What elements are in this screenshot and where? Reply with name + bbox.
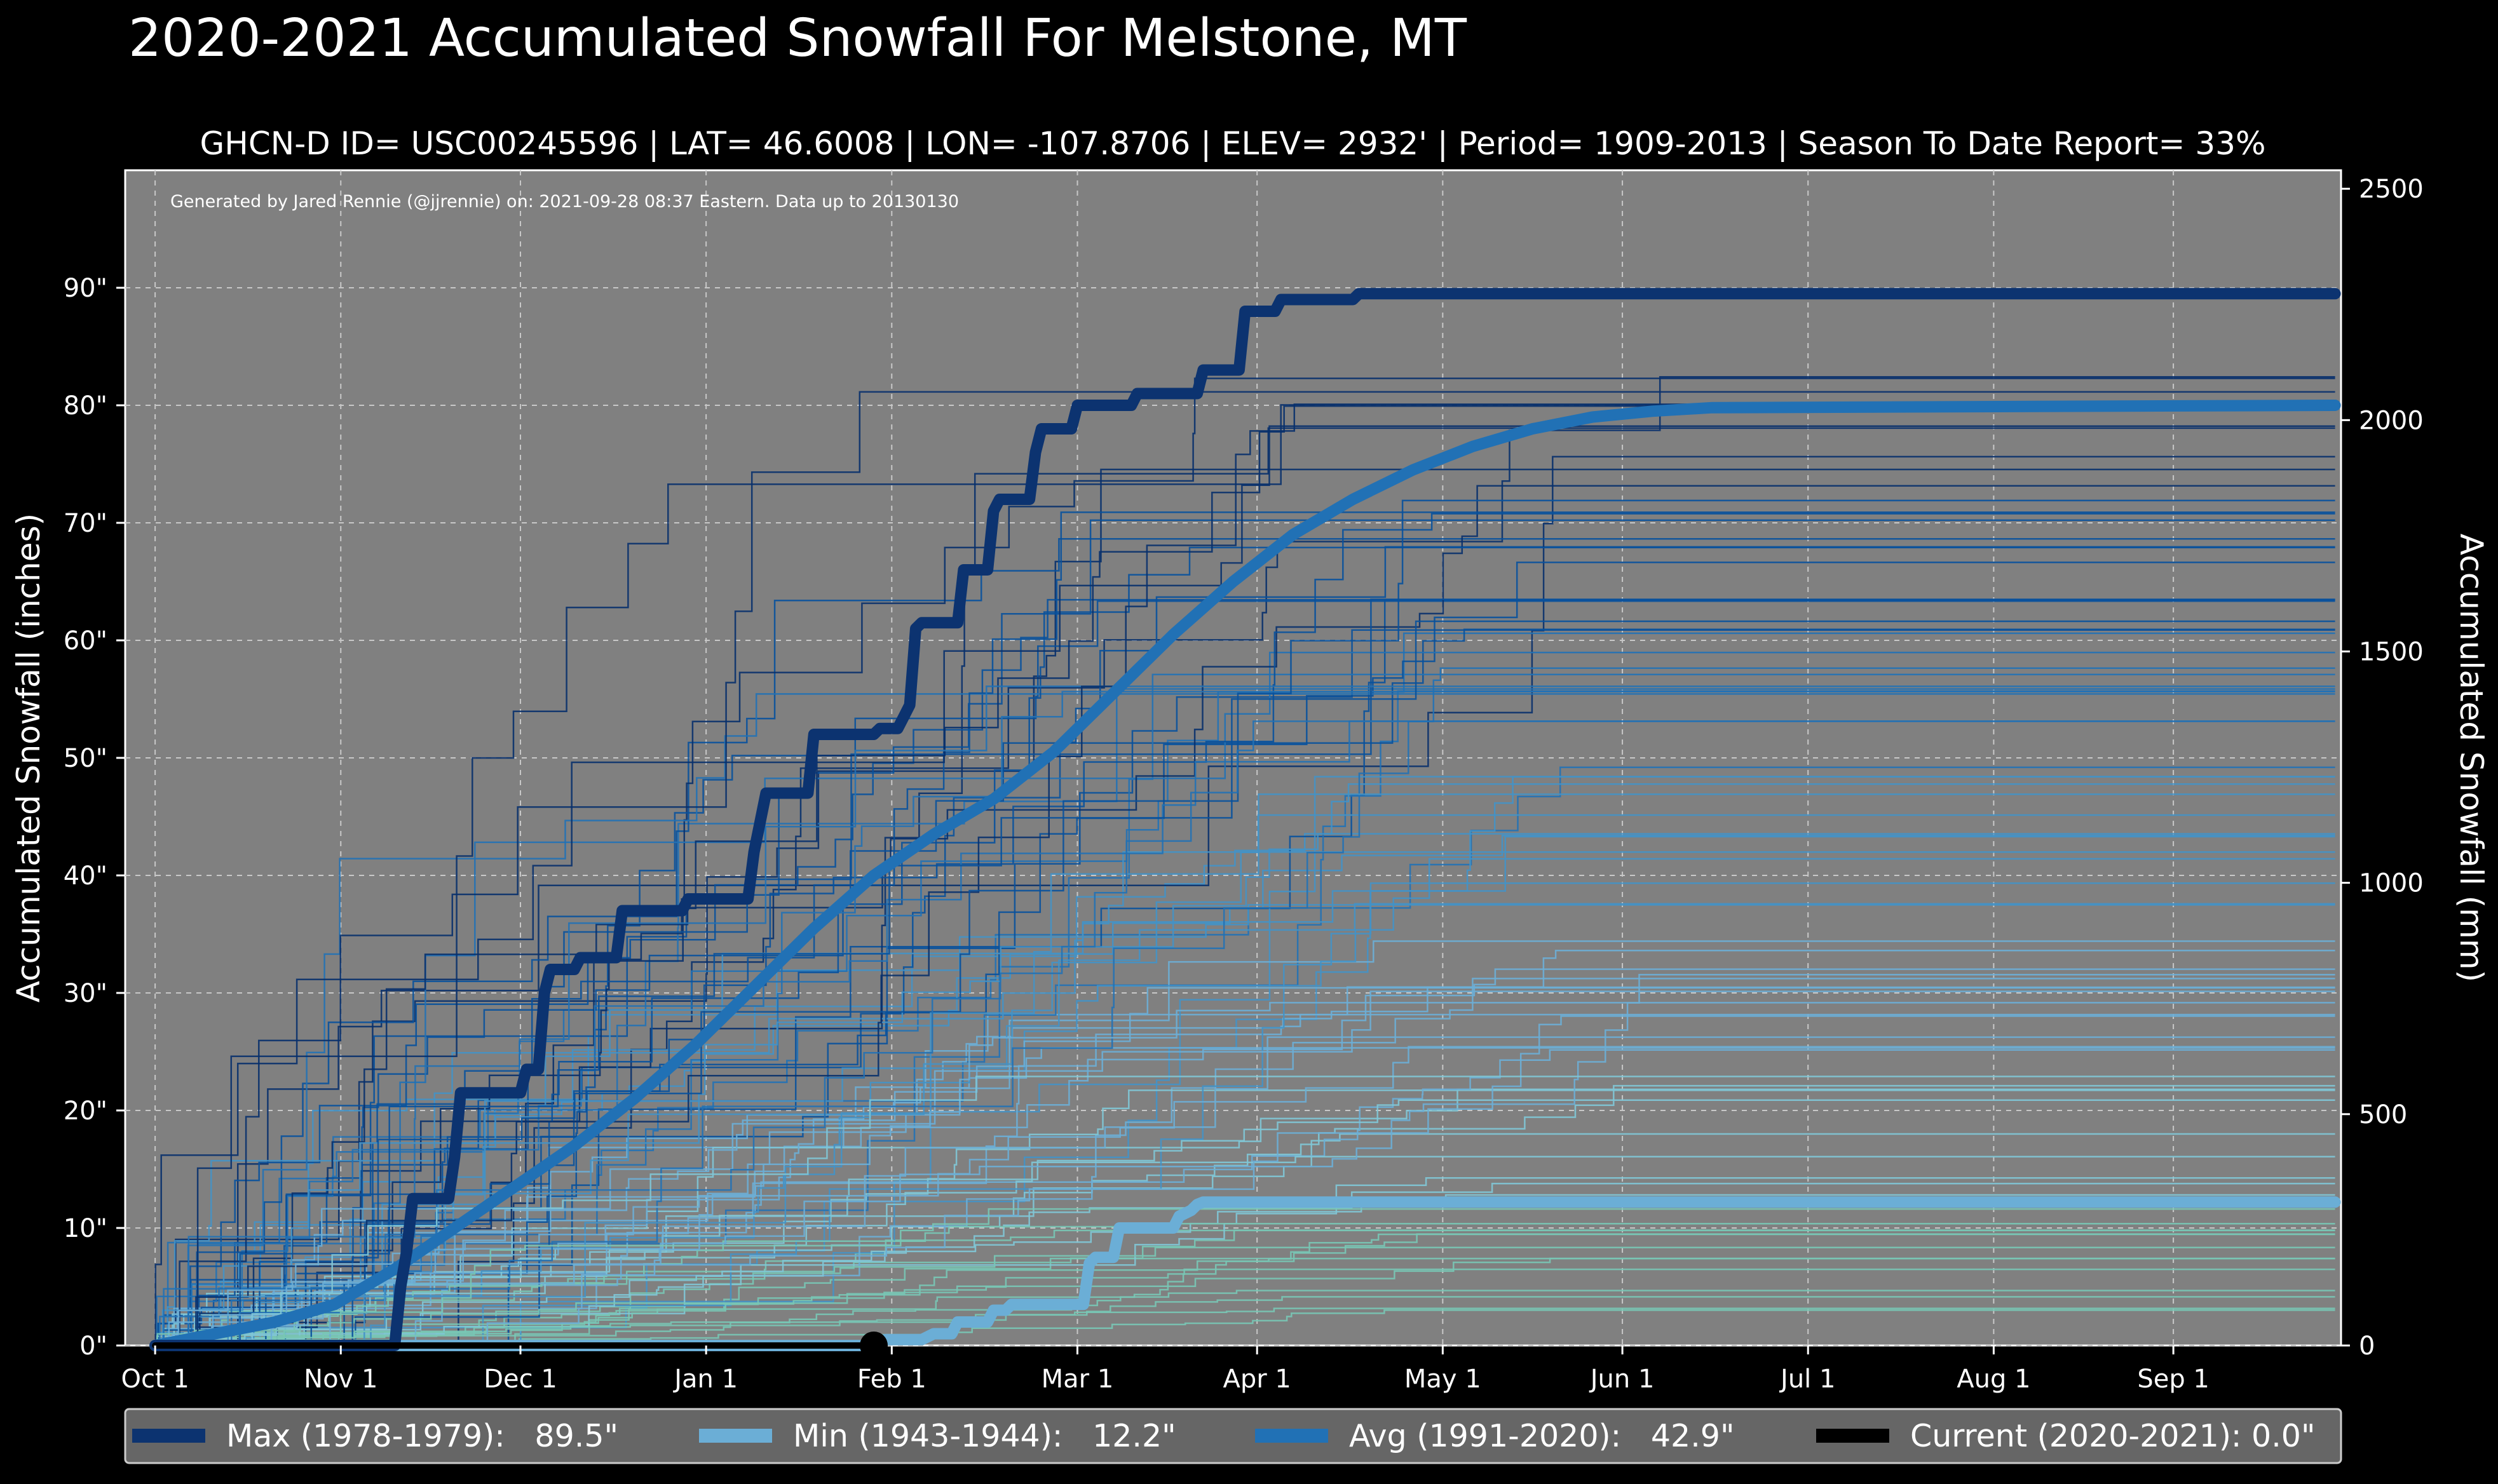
y-axis-left: 0" 10" 20" 30" 40" 50" 60" 70" 80" 90" (64, 274, 125, 1361)
y-tick-label-left: 20" (64, 1096, 107, 1126)
series-layer (149, 288, 2341, 1359)
season-trace (155, 404, 2335, 1347)
y-axis-label-right: Accumulated Snowfall (mm) (2453, 534, 2490, 982)
current-marker (860, 1332, 888, 1359)
x-tick-label: Oct 1 (121, 1365, 189, 1394)
season-trace (155, 783, 2335, 1347)
y-tick-label-left: 10" (64, 1214, 107, 1243)
season-trace (155, 776, 2335, 1347)
season-trace (155, 987, 2335, 1347)
season-trace (155, 882, 2335, 1347)
legend-label: Avg (1991-2020): 42.9" (1349, 1418, 1735, 1454)
y-tick-label-left: 0" (79, 1332, 107, 1361)
x-tick-label: Nov 1 (304, 1365, 377, 1394)
season-trace (155, 468, 2335, 1347)
x-tick-label: Feb 1 (857, 1365, 927, 1394)
season-trace (155, 405, 2335, 1347)
season-trace (155, 693, 2335, 1347)
generated-annotation: Generated by Jared Rennie (@jjrennie) on… (170, 192, 959, 212)
series-avg-line (149, 400, 2341, 1351)
y-axis-label-left: Accumulated Snowfall (inches) (10, 513, 47, 1002)
legend: Max (1978-1979): 89.5" Min (1943-1944): 1… (124, 1408, 2342, 1464)
season-trace (155, 538, 2335, 1347)
x-tick-label: Jul 1 (1779, 1365, 1835, 1394)
legend-label: Current (2020-2021): 0.0" (1910, 1418, 2315, 1454)
chart-title: 2020-2021 Accumulated Snowfall For Melst… (128, 8, 1467, 69)
season-trace (155, 499, 2335, 1347)
season-trace (155, 1208, 2335, 1347)
season-trace (155, 1309, 2335, 1347)
y-tick-label-left: 50" (64, 744, 107, 773)
legend-box (124, 1408, 2342, 1464)
season-trace (155, 375, 2335, 1347)
legend-label: Max (1978-1979): 89.5" (226, 1418, 618, 1454)
x-tick-label: Jan 1 (672, 1365, 738, 1394)
y-tick-label-left: 80" (64, 391, 107, 421)
grid (125, 170, 2341, 1346)
season-trace (155, 1047, 2335, 1347)
y-axis-right: 0 500 1000 1500 2000 2500 (2341, 175, 2424, 1361)
x-tick-label: Sep 1 (2137, 1365, 2210, 1394)
y-tick-label-right: 2500 (2359, 175, 2424, 204)
x-tick-label: Aug 1 (1957, 1365, 2030, 1394)
legend-label: Min (1943-1944): 12.2" (793, 1418, 1176, 1454)
season-trace (155, 990, 2335, 1347)
season-trace (155, 1257, 2335, 1347)
y-tick-label-right: 1500 (2359, 637, 2424, 666)
x-tick-label: Dec 1 (484, 1365, 557, 1394)
season-trace (155, 793, 2335, 1347)
y-tick-label-left: 40" (64, 861, 107, 891)
background-season-traces (154, 375, 2335, 1347)
season-trace (155, 485, 2335, 1347)
season-trace (155, 599, 2335, 1347)
season-trace (155, 973, 2335, 1347)
season-trace (155, 391, 2335, 1347)
y-tick-label-left: 70" (64, 509, 107, 538)
season-trace (155, 667, 2335, 1347)
x-tick-label: Apr 1 (1223, 1365, 1291, 1394)
season-trace (155, 1002, 2335, 1347)
season-trace (155, 1046, 2335, 1347)
season-trace (155, 620, 2335, 1347)
y-tick-label-right: 500 (2359, 1100, 2407, 1130)
season-trace (155, 632, 2335, 1347)
season-trace (155, 1015, 2335, 1347)
season-trace (155, 598, 2335, 1347)
series-min-line (149, 1196, 2341, 1351)
x-tick-label: Jun 1 (1589, 1365, 1655, 1394)
y-tick-label-right: 1000 (2359, 869, 2424, 898)
season-trace (155, 858, 2335, 1347)
series-max-line (149, 288, 2341, 1351)
season-trace (155, 1156, 2335, 1347)
season-trace (155, 1223, 2335, 1347)
season-trace (154, 425, 2335, 1347)
y-tick-label-right: 0 (2359, 1332, 2375, 1361)
y-tick-label-left: 60" (64, 626, 107, 656)
season-trace (155, 1257, 2335, 1347)
y-tick-label-left: 30" (64, 979, 107, 1008)
y-tick-label-right: 2000 (2359, 406, 2424, 435)
chart-subtitle: GHCN-D ID= USC00245596 | LAT= 46.6008 | … (200, 125, 2266, 162)
season-trace (155, 766, 2335, 1347)
season-trace (155, 403, 2335, 1347)
season-trace (155, 628, 2335, 1347)
season-trace (155, 513, 2335, 1347)
y-tick-label-left: 90" (64, 274, 107, 303)
x-axis: Oct 1 Nov 1 Dec 1 Jan 1 Feb 1 Mar 1 Apr 1 May 1… (121, 1346, 2210, 1394)
x-tick-label: May 1 (1404, 1365, 1481, 1394)
season-trace (155, 1076, 2335, 1347)
x-tick-label: Mar 1 (1042, 1365, 1114, 1394)
season-trace (155, 720, 2335, 1347)
